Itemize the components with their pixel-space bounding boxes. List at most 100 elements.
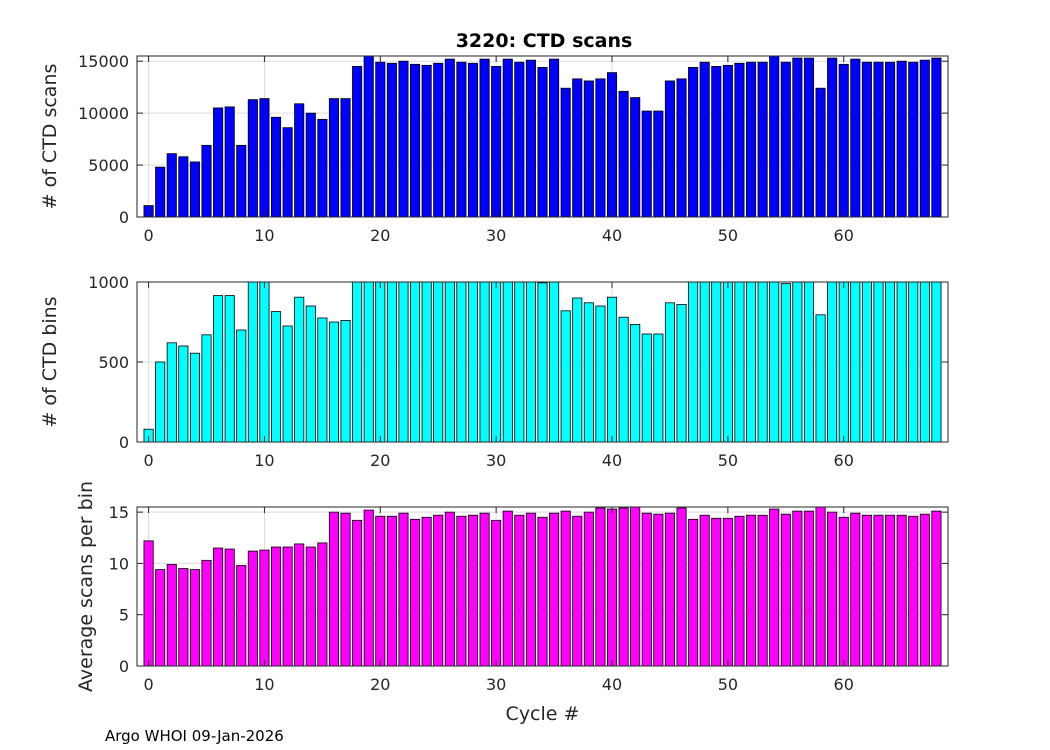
xtick-label: 50 <box>718 226 738 245</box>
xtick-label: 60 <box>834 226 854 245</box>
bar-scans-cycle-33 <box>525 59 536 218</box>
xtick-label: 60 <box>834 451 854 470</box>
bar-ratio-cycle-60 <box>838 516 849 667</box>
bar-ratio-cycle-33 <box>525 512 536 667</box>
bar-scans-cycle-62 <box>861 61 872 218</box>
bar-ratio-cycle-6 <box>213 547 224 667</box>
bar-bins-cycle-8 <box>236 329 247 443</box>
bar-ratio-cycle-45 <box>664 512 675 667</box>
bar-bins-cycle-40 <box>606 296 618 443</box>
bar-scans-cycle-44 <box>653 110 664 218</box>
bar-ratio-cycle-62 <box>861 514 872 667</box>
bar-scans-cycle-40 <box>606 72 618 218</box>
bar-scans-cycle-8 <box>236 144 247 218</box>
xtick-label: 20 <box>370 675 390 694</box>
xtick-label: 60 <box>834 675 854 694</box>
bar-bins-cycle-64 <box>885 281 896 443</box>
bar-scans-cycle-35 <box>549 58 560 218</box>
bar-bins-cycle-29 <box>479 281 490 443</box>
bar-bins-cycle-58 <box>815 314 826 443</box>
bar-scans-cycle-67 <box>919 59 930 218</box>
bar-bins-cycle-42 <box>630 323 641 443</box>
bar-scans-cycle-2 <box>166 153 177 218</box>
bar-scans-cycle-64 <box>885 61 896 218</box>
bar-scans-cycle-43 <box>641 110 652 218</box>
xtick-label: 40 <box>602 675 622 694</box>
bar-scans-cycle-55 <box>780 61 791 218</box>
bar-bins-cycle-6 <box>213 295 224 443</box>
bar-ratio-cycle-16 <box>328 511 339 667</box>
bar-bins-cycle-41 <box>618 316 629 443</box>
bar-ratio-cycle-47 <box>688 518 699 667</box>
ytick-label: 10 <box>109 554 129 573</box>
xtick-label: 10 <box>254 451 274 470</box>
bar-bins-cycle-44 <box>653 333 664 443</box>
bar-bins-cycle-18 <box>352 281 363 443</box>
bar-scans-cycle-36 <box>560 87 571 218</box>
bar-scans-cycle-13 <box>294 103 305 218</box>
ytick-label: 0 <box>119 433 129 452</box>
ytick-label: 5000 <box>88 156 129 175</box>
bar-ratio-cycle-31 <box>502 510 513 667</box>
bar-bins-cycle-14 <box>305 305 316 443</box>
bar-ratio-cycle-24 <box>421 516 432 667</box>
bar-bins-cycle-49 <box>711 281 722 443</box>
bar-bins-cycle-23 <box>410 281 421 443</box>
bar-ratio-cycle-9 <box>247 550 258 667</box>
xtick-label: 30 <box>486 675 506 694</box>
bar-ratio-cycle-32 <box>514 514 525 667</box>
bar-scans-cycle-50 <box>722 64 733 218</box>
bar-ratio-cycle-21 <box>386 515 397 667</box>
bar-bins-cycle-39 <box>595 305 606 443</box>
bar-ratio-cycle-35 <box>549 512 560 667</box>
bar-ratio-cycle-61 <box>850 512 861 667</box>
bar-bins-cycle-37 <box>572 297 583 443</box>
bar-scans-cycle-3 <box>178 156 189 218</box>
bar-ratio-cycle-23 <box>410 518 421 667</box>
bar-bins-cycle-28 <box>467 281 479 443</box>
bar-bins-cycle-32 <box>514 281 525 443</box>
bar-ratio-cycle-55 <box>780 513 791 667</box>
bar-bins-cycle-21 <box>386 281 397 443</box>
bar-ratio-cycle-41 <box>618 507 629 667</box>
bar-scans-cycle-6 <box>213 107 224 218</box>
xtick-label: 0 <box>143 226 153 245</box>
bar-bins-cycle-54 <box>769 281 780 443</box>
xtick-label: 50 <box>718 675 738 694</box>
bar-ratio-cycle-43 <box>641 512 652 667</box>
y-axis-label: Average scans per bin <box>75 481 97 692</box>
bar-scans-cycle-18 <box>352 65 363 218</box>
ytick-label: 0 <box>119 657 129 676</box>
bar-bins-cycle-48 <box>699 281 710 443</box>
xtick-label: 10 <box>254 226 274 245</box>
bar-bins-cycle-13 <box>294 296 305 443</box>
bar-bins-cycle-36 <box>560 310 571 443</box>
bar-scans-cycle-38 <box>583 80 594 218</box>
bar-bins-cycle-27 <box>456 281 467 443</box>
panel-ratio: 0 10 20 30 40 50 60 0 5 10 15 Average scans per bin… <box>75 481 949 725</box>
bar-ratio-cycle-18 <box>352 519 363 667</box>
bar-bins-cycle-62 <box>861 281 872 443</box>
bar-ratio-cycle-30 <box>491 519 502 667</box>
bar-scans-cycle-58 <box>815 87 826 218</box>
bar-scans-cycle-25 <box>433 62 444 218</box>
bar-ratio-cycle-8 <box>236 565 247 667</box>
bar-ratio-cycle-7 <box>224 548 235 667</box>
bar-scans-cycle-31 <box>502 58 513 218</box>
bar-scans-cycle-26 <box>444 58 455 218</box>
bar-bins-cycle-9 <box>247 281 258 443</box>
bar-scans-cycle-60 <box>838 63 849 218</box>
bar-scans-cycle-22 <box>398 60 409 218</box>
bar-scans-cycle-1 <box>155 166 166 218</box>
bar-scans-cycle-51 <box>734 62 745 218</box>
xtick-label: 30 <box>486 451 506 470</box>
bar-bins-cycle-45 <box>664 302 675 443</box>
bar-scans-cycle-45 <box>664 80 675 218</box>
bar-ratio-cycle-36 <box>560 510 571 667</box>
bar-bins-cycle-34 <box>537 282 548 443</box>
bar-ratio-cycle-64 <box>885 514 896 667</box>
bar-bins-cycle-2 <box>166 342 177 443</box>
bar-bins-cycle-24 <box>421 281 432 443</box>
bar-ratio-cycle-20 <box>375 515 386 667</box>
